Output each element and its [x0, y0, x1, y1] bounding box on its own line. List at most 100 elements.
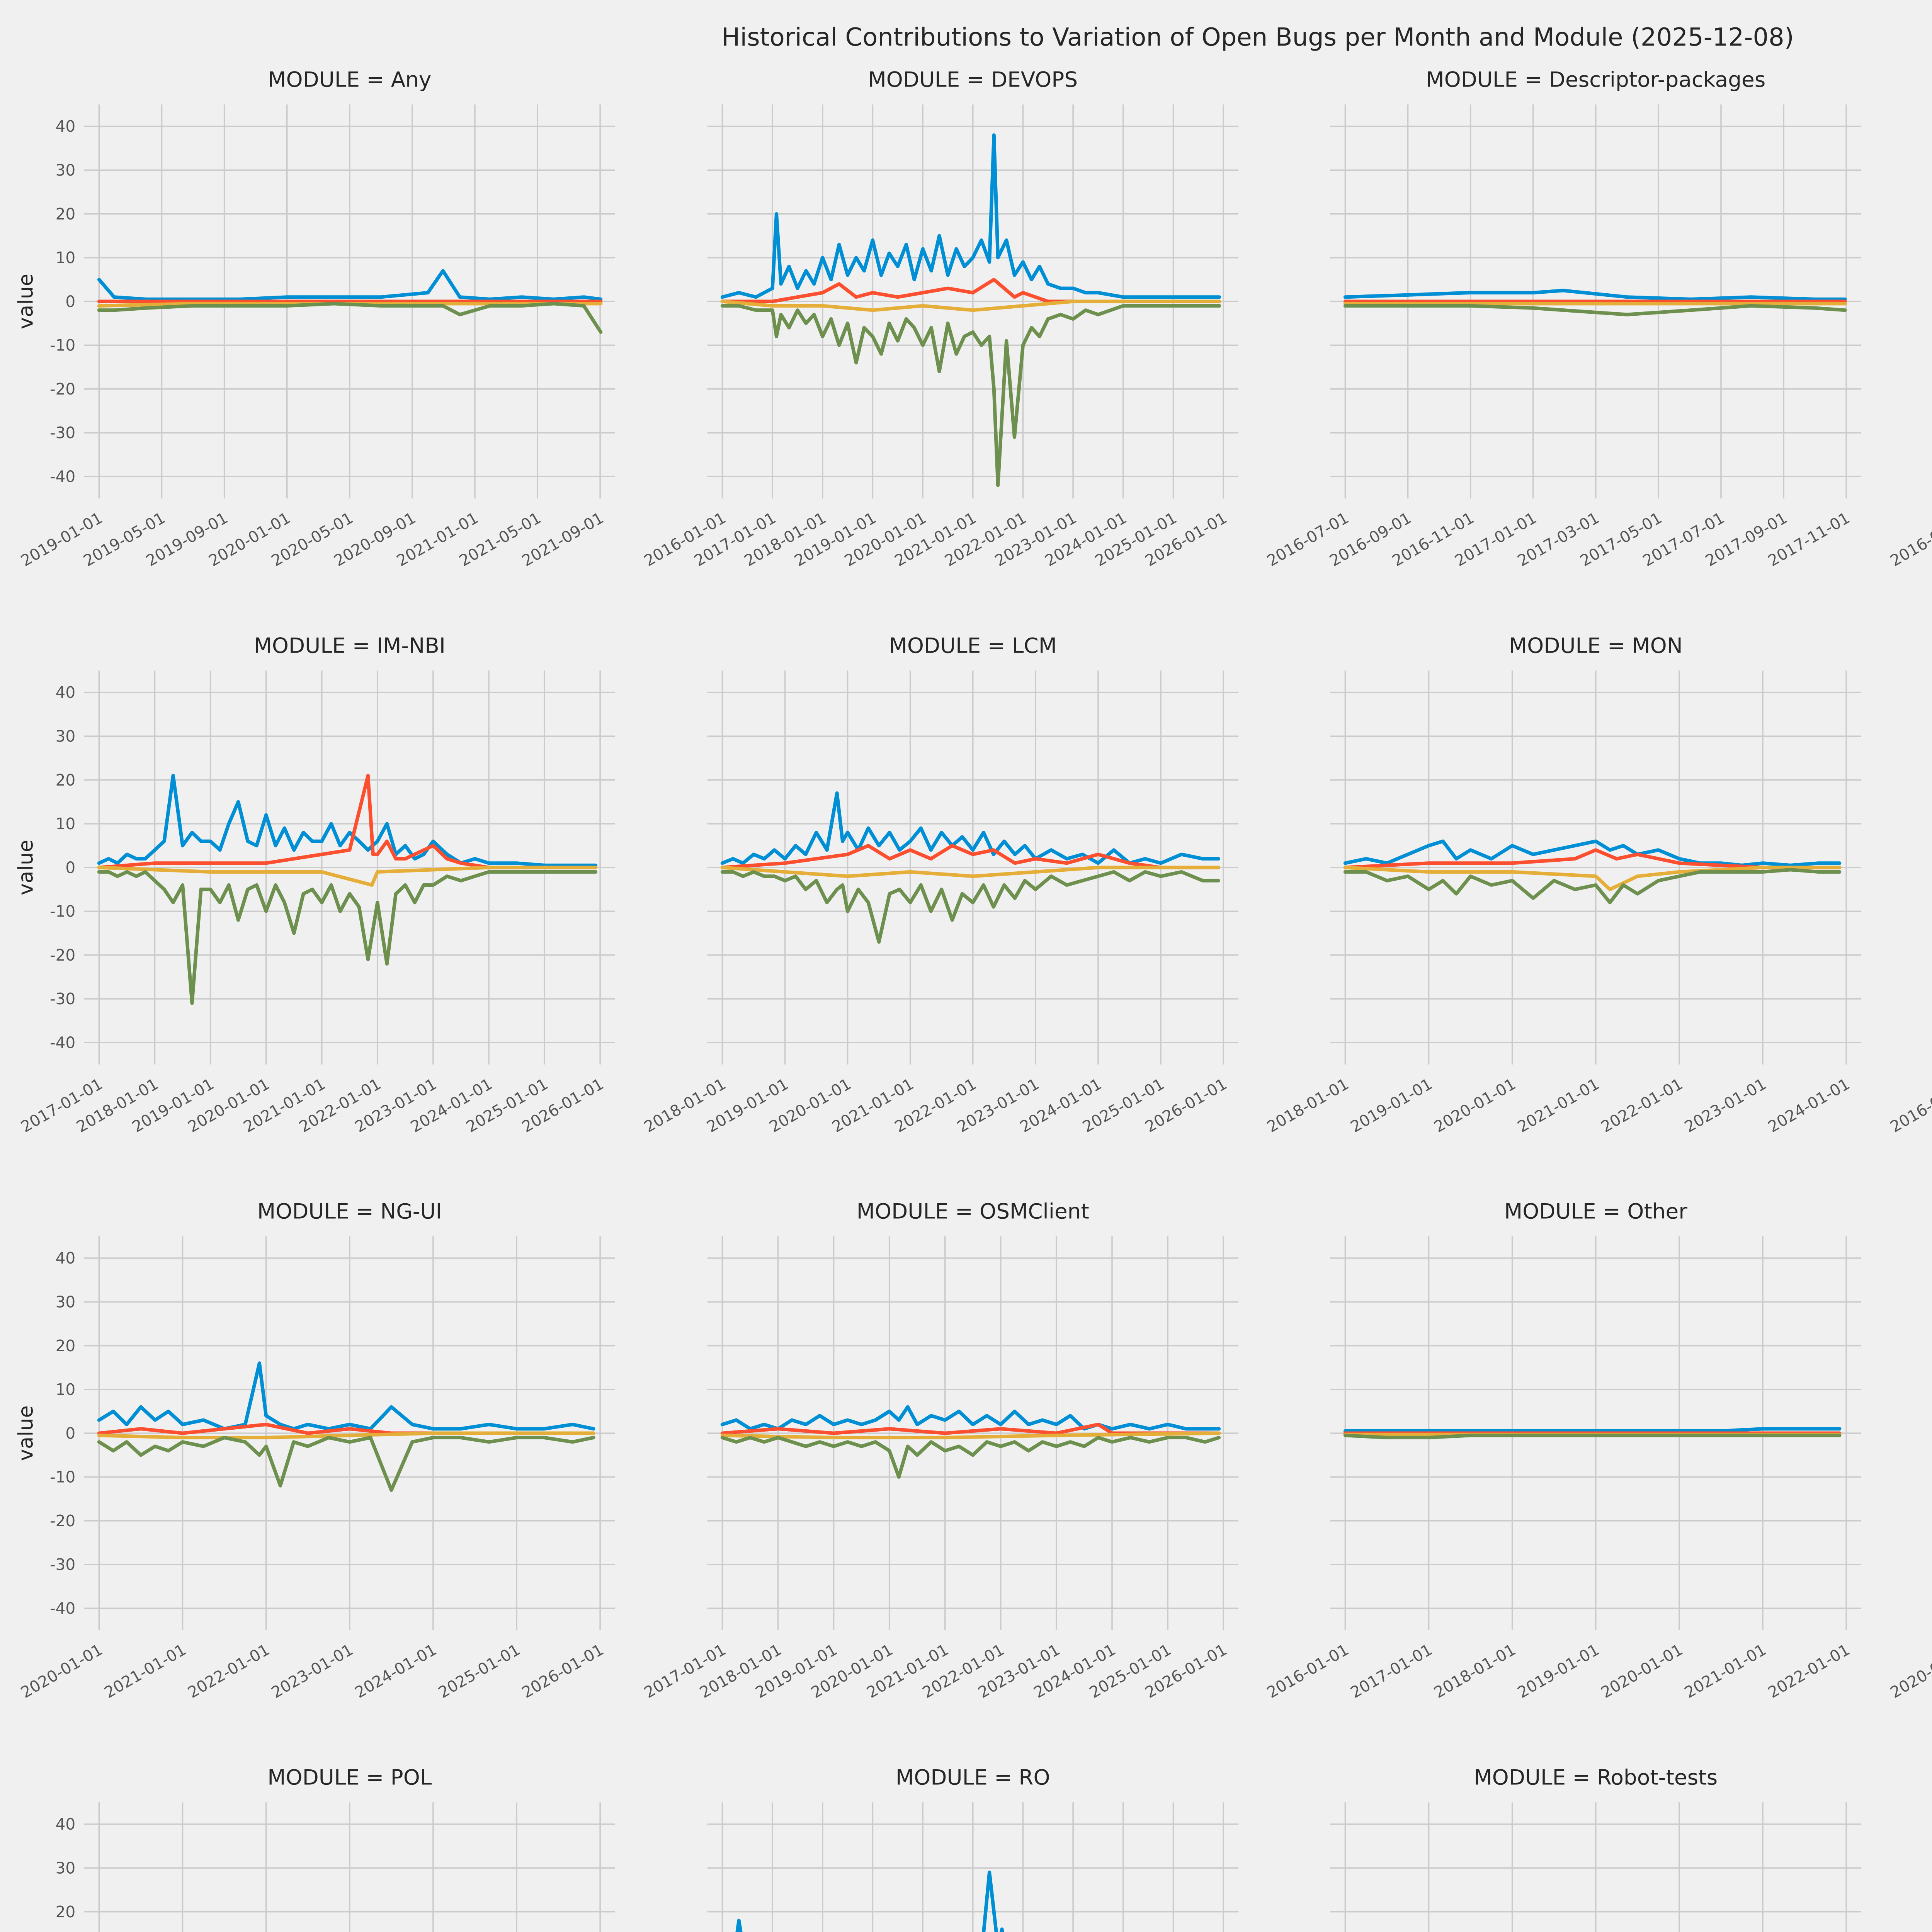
x-tick-label: 2026-01-01	[519, 1640, 607, 1702]
y-tick-label: 0	[65, 1424, 75, 1443]
y-tick-label: 30	[56, 1859, 76, 1877]
series-line-closed	[720, 870, 1220, 944]
y-tick-label: 10	[56, 248, 76, 267]
facet-devops: 2016-01-01 2017-01-01 2018-01-01 2019-01-01…	[639, 67, 1250, 628]
x-tick-label: 2022-01-01	[1765, 1640, 1853, 1702]
facet-chart-other: 2016-01-012017-01-012018-01-012019-01-01…	[1264, 1199, 1862, 1702]
x-tick-label: 2020-01-01	[1431, 1074, 1519, 1136]
facet-title: MODULE = Descriptor-packages	[1426, 67, 1765, 92]
series-line-opened	[735, 1870, 1004, 1932]
y-tick-label: -30	[50, 423, 75, 442]
y-tick-label: 20	[56, 1903, 76, 1921]
series-line-closed	[1343, 1434, 1842, 1440]
series-line-opened	[1343, 1427, 1842, 1433]
facet-title: MODULE = IM-NBI	[254, 633, 446, 658]
facet-unknown: 2016-01-012017-01-012018-01-012019-01-01…	[1885, 1765, 1932, 1932]
y-tick-label: 40	[56, 117, 76, 136]
facet-descriptor-packages: 2016-07-01 2016-09-01 2016-11-01 2017-01-01…	[1262, 67, 1873, 628]
facet-osmclient: 2017-01-01 2018-01-01 2019-01-01 2020-01-01…	[639, 1199, 1250, 1760]
facet-chart-pla: 2020-07-012020-10-012021-01-012021-04-01…	[1887, 1640, 1932, 1702]
series-line-closed	[97, 1436, 595, 1492]
facet-chart-any: -40-30-20-10010203040value2019-01-012019…	[15, 67, 616, 570]
facet-title: MODULE = NG-UI	[257, 1199, 442, 1224]
x-tick-label: 2023-01-01	[1681, 1074, 1769, 1136]
series-line-closed	[97, 870, 598, 1005]
series-line-closed	[1343, 304, 1847, 316]
y-tick-label: -20	[50, 946, 75, 964]
facet-pol: -40-30-20-10010203040value2018-01-012019…	[15, 1765, 627, 1932]
facet-title: MODULE = POL	[267, 1765, 432, 1790]
series-line-opened	[1343, 289, 1847, 301]
y-axis-label: value	[15, 1405, 38, 1461]
x-tick-label: 2022-01-01	[1598, 1074, 1686, 1136]
y-tick-label: -10	[50, 1468, 75, 1486]
facet-title: MODULE = LCM	[889, 633, 1056, 658]
series-line-closed	[720, 1436, 1221, 1479]
y-tick-label: 20	[56, 1337, 76, 1355]
facet-chart-ro: 2016-01-012017-01-012018-01-012019-01-01…	[707, 1765, 1238, 1932]
series-line-false_closed	[720, 866, 1220, 878]
series-line-opened	[97, 1361, 595, 1431]
x-tick-label: 2021-01-01	[1514, 1074, 1602, 1136]
series-line-false_closed	[720, 299, 1221, 312]
facet-title: MODULE = MON	[1509, 633, 1683, 658]
y-tick-label: -40	[50, 1599, 75, 1618]
facet-im-nbi: -40 -30 -20 -10 0 10 20 30 40 value 2017-01-01 2018…	[15, 633, 627, 1194]
x-tick-label: 2025-01-01	[435, 1640, 523, 1702]
facet-ro: 2016-01-012017-01-012018-01-012019-01-01…	[639, 1765, 1250, 1932]
y-tick-label: 40	[56, 1249, 76, 1267]
facet-chart-robot-tests: 2020-01-012021-01-012022-01-012023-01-01…	[1330, 1765, 1862, 1932]
figure-title: Historical Contributions to Variation of…	[721, 23, 1794, 52]
x-tick-label: 2016-01-01	[1887, 1074, 1932, 1136]
facet-documentation-wiki: 2016-01-012017-01-012018-01-012019-01-01…	[1885, 67, 1932, 628]
x-tick-label: 2017-01-01	[1347, 1640, 1435, 1702]
facet-pla: 2020-07-012020-10-012021-01-012021-04-01…	[1885, 1199, 1932, 1760]
series-line-closed	[97, 302, 603, 334]
facet-chart-im-nbi: -40-30-20-10010203040value2017-01-012018…	[15, 633, 616, 1136]
x-tick-label: 2019-01-01	[1347, 1074, 1435, 1136]
facet-chart-lcm: 2018-01-012019-01-012020-01-012021-01-01…	[641, 633, 1238, 1136]
series-line-false_closed	[97, 1431, 595, 1440]
facet-chart-n2vc: 2016-01-012017-01-012018-01-012019-01-01…	[1887, 1074, 1932, 1136]
facet-title: MODULE = Robot-tests	[1474, 1765, 1718, 1790]
y-tick-label: 20	[56, 205, 76, 223]
facet-chart-ng-ui: -40 -30 -20 -10 0 10 20 30 40 value 2020-01-012021…	[15, 1199, 616, 1702]
x-tick-label: 2019-01-01	[1514, 1640, 1602, 1702]
y-tick-label: -10	[50, 902, 75, 920]
x-tick-label: 2022-01-01	[185, 1640, 273, 1702]
y-axis-label: value	[15, 274, 38, 329]
y-tick-label: 0	[65, 292, 75, 311]
facet-chart-pol: -40-30-20-10010203040value2018-01-012019…	[56, 1765, 616, 1932]
facet-grid: -40 -30 -20 -10 0 10 20 30 40 value 2019-01-01 2019…	[0, 52, 1932, 1932]
facet-title: MODULE = OSMClient	[856, 1199, 1089, 1224]
x-tick-label: 2020-01-01	[17, 1640, 105, 1702]
series-line-opened	[720, 791, 1220, 865]
series-line-opened	[97, 269, 603, 301]
x-tick-label: 2021-01-01	[101, 1640, 189, 1702]
facet-title: MODULE = Other	[1504, 1199, 1687, 1224]
series-line-closed	[1343, 867, 1842, 904]
facet-lcm: 2018-01-01 2019-01-01 2020-01-01 2021-01-01…	[639, 633, 1250, 1194]
facet-chart-unknown: 2016-01-012017-01-012018-01-012019-01-01…	[1885, 1765, 1932, 1932]
series-line-reopened	[720, 844, 1220, 869]
facet-any: -40 -30 -20 -10 0 10 20 30 40 value 2019-01-01 2019…	[15, 67, 627, 628]
facet-chart-osmclient: 2017-01-012018-01-012019-01-012020-01-01…	[641, 1199, 1238, 1702]
x-tick-label: 2020-01-01	[1598, 1640, 1686, 1702]
x-tick-label: 2020-07-01	[1887, 1640, 1932, 1702]
y-tick-label: -40	[50, 1033, 75, 1052]
y-tick-label: 0	[65, 858, 75, 877]
x-tick-label: 2018-01-01	[1431, 1640, 1519, 1702]
y-tick-label: -20	[50, 380, 75, 398]
facet-n2vc: 2016-01-012017-01-012018-01-012019-01-01…	[1885, 633, 1932, 1194]
facet-chart-devops: 2016-01-012017-01-012018-01-012019-01-01…	[641, 67, 1238, 570]
facet-chart-mon: 2018-01-012019-01-012020-01-012021-01-01…	[1264, 633, 1862, 1136]
y-tick-label: 30	[56, 161, 76, 179]
facet-chart-documentation-wiki: 2016-01-012017-01-012018-01-012019-01-01…	[1887, 509, 1932, 570]
series-line-opened	[97, 774, 598, 867]
y-tick-label: -30	[50, 990, 75, 1008]
y-tick-label: -30	[50, 1555, 75, 1574]
facet-robot-tests: 2020-01-012021-01-012022-01-012023-01-01…	[1262, 1765, 1873, 1932]
y-tick-label: -20	[50, 1512, 75, 1530]
facet-other: 2016-01-01 2017-01-01 2018-01-01 2019-01-01…	[1262, 1199, 1873, 1760]
